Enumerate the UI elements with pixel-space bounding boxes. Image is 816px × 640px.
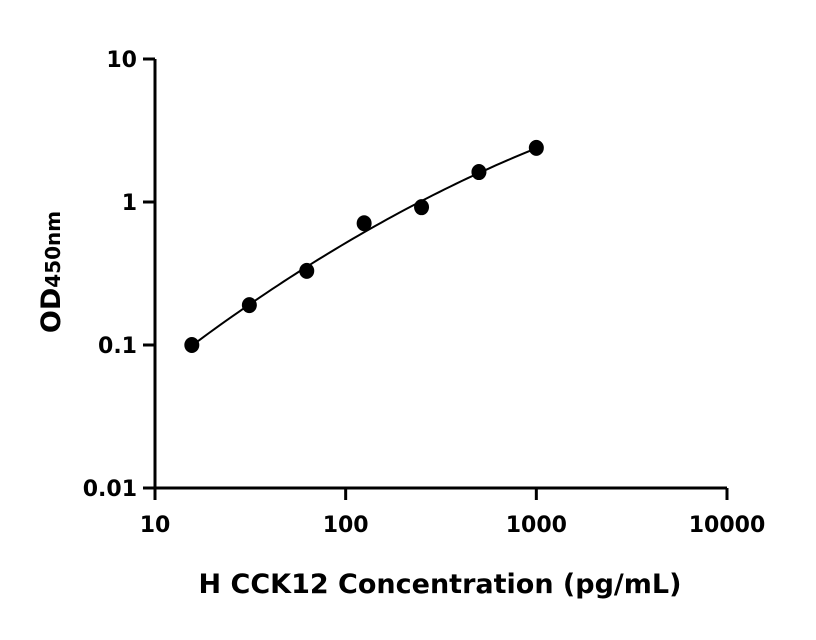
data-points [184, 139, 544, 353]
axes: 0.01 0.1 1 10 10 100 1000 10000 [83, 48, 766, 538]
data-point [241, 297, 257, 314]
data-point [184, 337, 200, 353]
y-axis-label-main: OD [36, 288, 67, 333]
fit-curve [191, 147, 537, 347]
fit-curve-group [191, 147, 537, 347]
x-tick-label: 10 [140, 513, 171, 538]
x-tick-label: 10000 [689, 513, 766, 538]
y-axis-label: OD450nm [36, 211, 67, 333]
data-point [356, 215, 372, 232]
y-axis-label-sub: 450nm [41, 211, 65, 288]
x-tick-label: 100 [323, 513, 369, 538]
y-tick-label: 10 [106, 48, 137, 73]
y-tick-label: 1 [122, 191, 137, 216]
data-point [528, 139, 544, 156]
data-point [414, 199, 430, 216]
y-tick-label: 0.01 [83, 477, 137, 502]
x-axis-label: H CCK12 Concentration (pg/mL) [199, 569, 682, 600]
data-point [299, 262, 315, 279]
x-tick-label: 1000 [506, 513, 567, 538]
y-tick-label: 0.1 [98, 334, 137, 359]
data-point [471, 164, 487, 181]
